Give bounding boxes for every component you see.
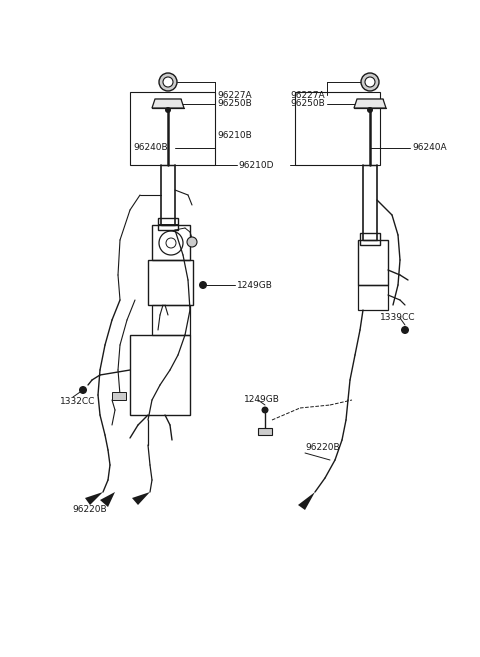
Bar	[360, 233, 380, 245]
Circle shape	[367, 107, 373, 113]
Text: 96227A: 96227A	[290, 91, 324, 99]
Bar	[112, 392, 126, 400]
Text: 96227A: 96227A	[217, 91, 252, 99]
Bar	[358, 285, 388, 310]
Circle shape	[401, 326, 409, 334]
Circle shape	[365, 77, 375, 87]
Bar	[358, 240, 388, 285]
Bar	[130, 92, 215, 165]
Polygon shape	[85, 492, 103, 505]
Bar	[130, 335, 190, 415]
Text: 96240A: 96240A	[412, 143, 446, 152]
Text: 1339CC: 1339CC	[380, 313, 416, 323]
Circle shape	[159, 73, 177, 91]
Circle shape	[199, 281, 207, 289]
Text: 96220B: 96220B	[72, 505, 107, 514]
Text: 96250B: 96250B	[290, 99, 325, 108]
Polygon shape	[100, 492, 115, 507]
Circle shape	[165, 107, 171, 113]
Text: 1249GB: 1249GB	[237, 281, 273, 290]
Circle shape	[163, 77, 173, 87]
Bar	[152, 225, 190, 260]
Text: 96210D: 96210D	[238, 160, 274, 170]
Text: 96220B: 96220B	[305, 443, 340, 453]
Bar	[158, 218, 178, 230]
Bar	[295, 92, 380, 165]
Circle shape	[262, 407, 268, 413]
Text: 1332CC: 1332CC	[60, 397, 96, 407]
Bar	[258, 428, 272, 435]
Polygon shape	[152, 99, 184, 108]
Text: 96210B: 96210B	[217, 131, 252, 139]
Polygon shape	[298, 492, 315, 510]
Text: 96240B: 96240B	[133, 143, 168, 152]
Circle shape	[361, 73, 379, 91]
Polygon shape	[354, 99, 386, 108]
Bar	[148, 260, 193, 305]
Polygon shape	[132, 492, 150, 505]
Circle shape	[79, 386, 87, 394]
Bar	[152, 305, 190, 335]
Circle shape	[187, 237, 197, 247]
Text: 96250B: 96250B	[217, 99, 252, 108]
Text: 1249GB: 1249GB	[244, 396, 280, 405]
